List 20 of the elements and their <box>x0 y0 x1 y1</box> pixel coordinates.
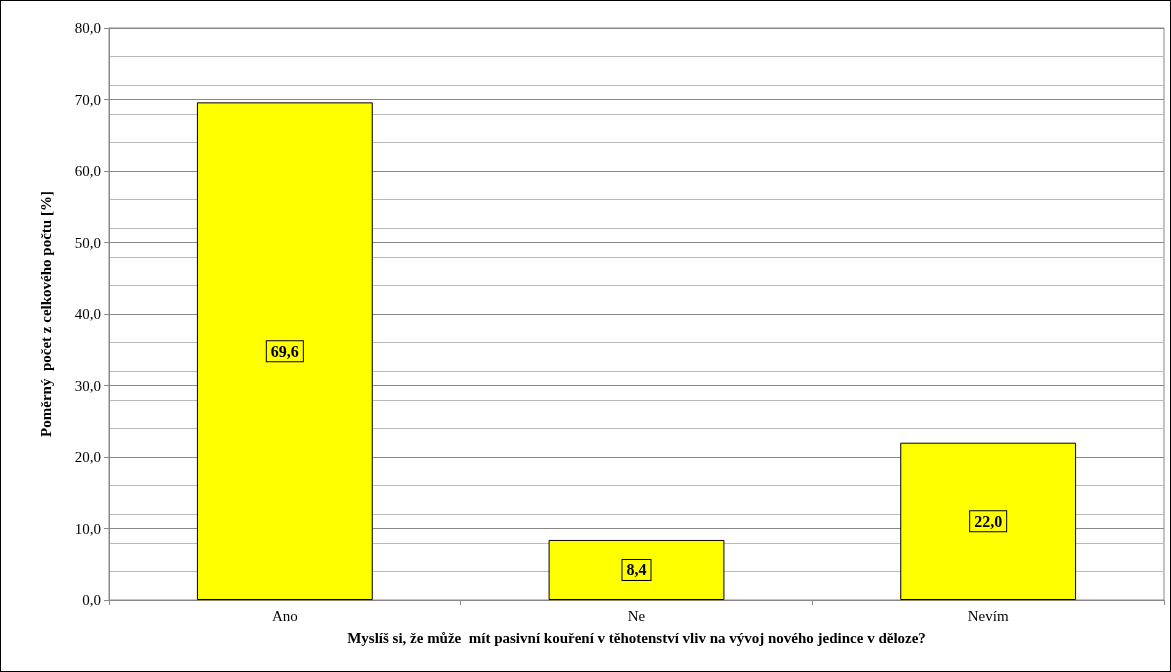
x-tick-label: Ano <box>271 607 298 624</box>
y-tick-label: 0,0 <box>82 592 101 608</box>
data-label: 8,4 <box>626 561 647 579</box>
bar <box>548 539 725 600</box>
y-axis-title: Poměrný počet z celkového počtu [%] <box>37 191 54 437</box>
y-tick-label: 70,0 <box>74 91 101 108</box>
x-tick-label: Nevím <box>967 607 1009 624</box>
y-tick-label: 20,0 <box>74 449 101 465</box>
data-label: 22,0 <box>974 512 1003 530</box>
y-tick-label: 60,0 <box>74 163 101 179</box>
x-tick-label: Ne <box>627 607 646 624</box>
data-label: 69,6 <box>270 342 299 360</box>
x-axis-title: Myslíš si, že může mít pasivní kouření v těhotenství vliv na vývoj nového jedince v děloze? <box>347 629 926 646</box>
bar <box>196 102 373 600</box>
y-tick-label: 80,0 <box>74 20 101 36</box>
bar <box>900 442 1077 600</box>
y-tick-label: 50,0 <box>74 234 101 251</box>
y-tick-label: 30,0 <box>74 377 101 394</box>
y-tick-label: 40,0 <box>74 306 101 322</box>
y-tick-label: 10,0 <box>74 520 101 537</box>
